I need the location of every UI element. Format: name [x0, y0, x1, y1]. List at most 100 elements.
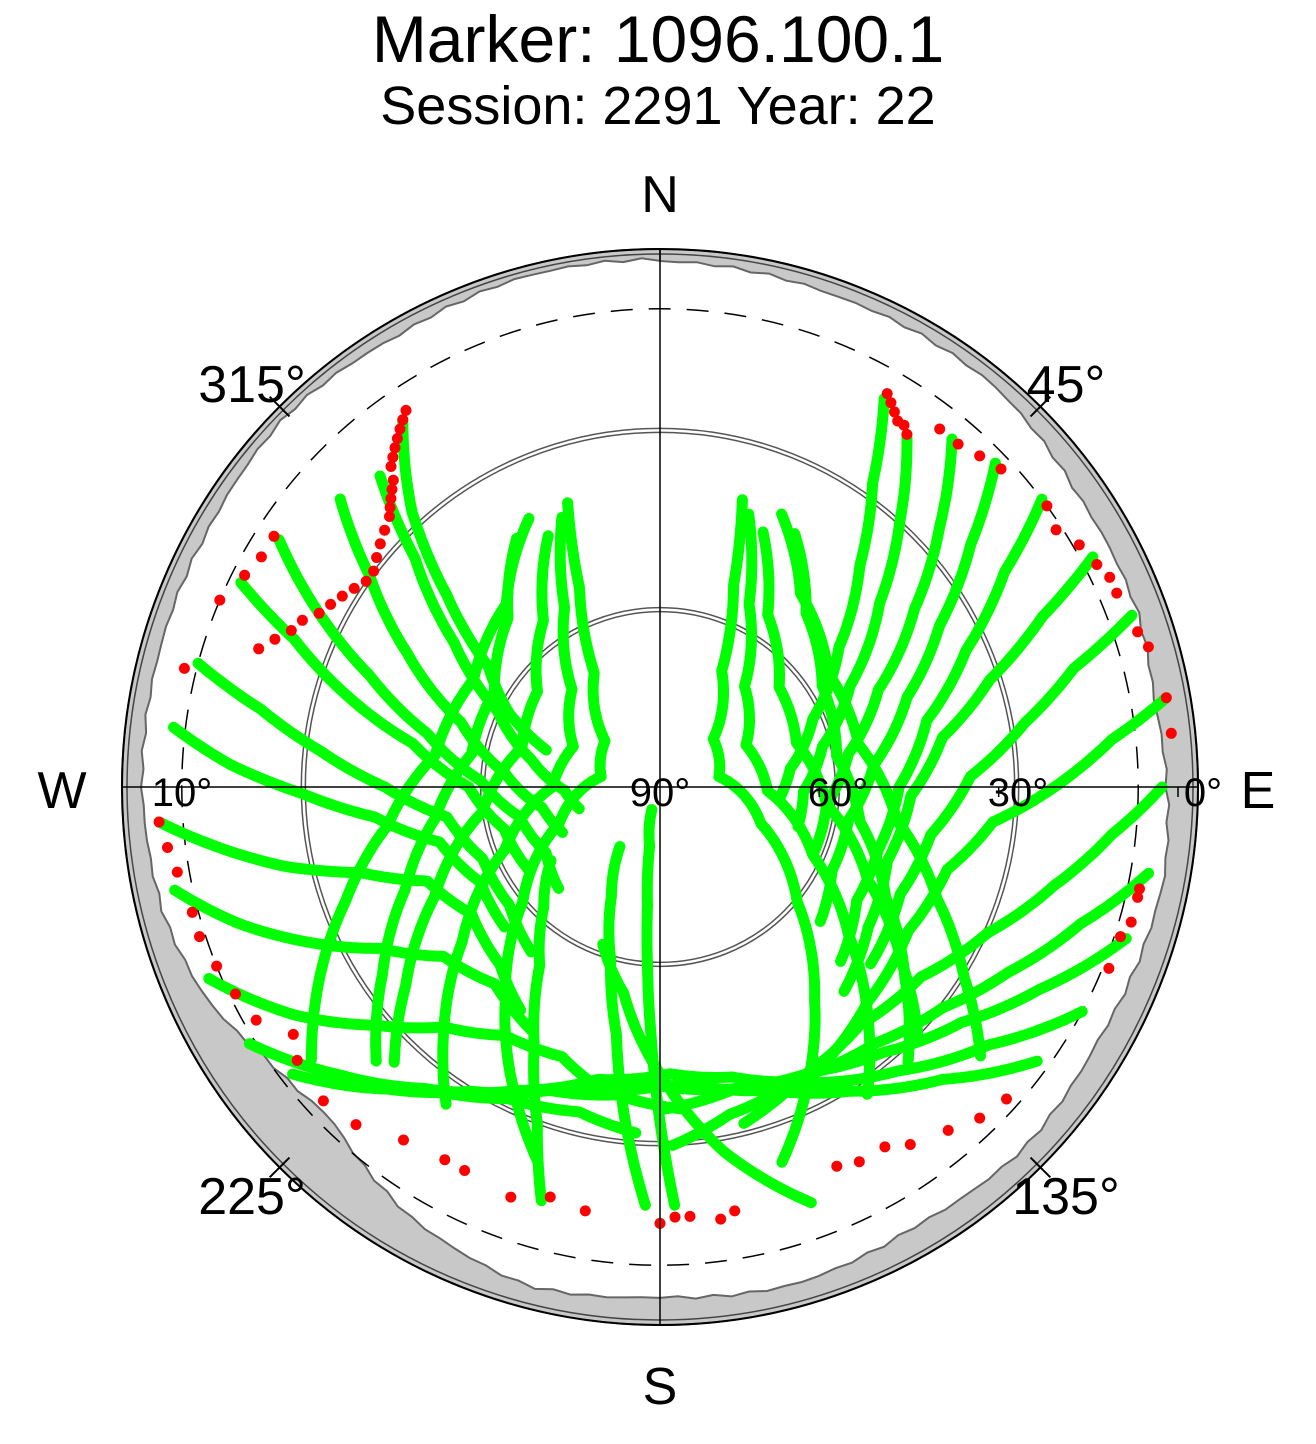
- flagged-point: [669, 1211, 681, 1223]
- azimuth-label-315: 315°: [198, 356, 306, 414]
- flagged-point: [1041, 500, 1053, 512]
- flagged-point: [1142, 641, 1154, 653]
- flagged-point: [1001, 1093, 1012, 1105]
- satellite-track: [528, 855, 557, 1207]
- satellite-track: [776, 508, 986, 1062]
- elevation-label-0: 0°: [1184, 771, 1222, 815]
- flagged-point: [995, 463, 1007, 475]
- satellite-track: [325, 1068, 797, 1099]
- satellite-track: [707, 494, 821, 1168]
- satellite-track: [815, 692, 1172, 1073]
- flagged-point: [211, 960, 223, 972]
- flagged-point: [385, 461, 397, 472]
- satellite-track: [865, 609, 1138, 970]
- azimuth-tick-315: [268, 395, 291, 418]
- flagged-point: [398, 1134, 409, 1146]
- flagged-point: [368, 565, 380, 577]
- satellite-track: [499, 497, 611, 1168]
- flagged-point: [387, 474, 399, 486]
- satellite-track: [169, 884, 537, 1036]
- satellite-track: [192, 657, 537, 958]
- flagged-point: [350, 1119, 362, 1131]
- flagged-point: [715, 1213, 727, 1225]
- flagged-point: [1132, 626, 1144, 638]
- flagged-point: [371, 552, 383, 563]
- flagged-point: [194, 931, 205, 943]
- flagged-point: [459, 1165, 471, 1176]
- flagged-point: [952, 438, 964, 450]
- elevation-label-10: 10°: [152, 771, 213, 815]
- satellite-track: [838, 551, 1099, 997]
- flagged-point: [1160, 692, 1172, 704]
- flagged-point: [1104, 571, 1116, 583]
- flagged-point: [394, 423, 406, 435]
- flagged-point: [901, 428, 913, 440]
- flagged-point: [729, 1205, 741, 1217]
- elevation-label-90: 90°: [630, 771, 691, 815]
- azimuth-label-45: 45°: [1027, 356, 1106, 414]
- flagged-point: [384, 511, 395, 522]
- axes-layer: [122, 249, 1198, 1325]
- flagged-point: [1132, 891, 1144, 903]
- satellite-track: [397, 414, 552, 756]
- flagged-point: [439, 1154, 451, 1166]
- labels-layer: N S W E 45° 135° 225° 315° 0° 30° 60° 90° 10°: [37, 166, 1275, 1416]
- flagged-point: [291, 1054, 303, 1066]
- flagged-point: [360, 575, 372, 587]
- flagged-point: [898, 419, 910, 431]
- satellite-track: [374, 470, 585, 815]
- flagged-point: [385, 493, 397, 504]
- flagged-point: [831, 1160, 843, 1172]
- satellite-track: [739, 508, 876, 1100]
- flagged-point: [881, 388, 893, 400]
- elevation-label-30: 30°: [988, 771, 1049, 815]
- flagged-point: [269, 633, 281, 645]
- flagged-point: [255, 551, 267, 563]
- flagged-point: [253, 643, 265, 655]
- satellite-track: [792, 428, 913, 832]
- flagged-point: [544, 1191, 556, 1203]
- azimuth-tick-45: [1029, 395, 1052, 418]
- flagged-point: [974, 450, 986, 462]
- flagged-point: [904, 1139, 916, 1150]
- flagged-point: [379, 524, 391, 536]
- flagged-point: [505, 1191, 517, 1203]
- flagged-point: [384, 502, 396, 513]
- azimuth-label-225: 225°: [198, 1168, 306, 1226]
- flagged-point: [974, 1112, 986, 1124]
- azimuth-tick-225: [268, 1156, 291, 1179]
- chart-title: Marker: 1096.100.1: [371, 2, 945, 76]
- flagged-point: [348, 582, 360, 594]
- flagged-point: [853, 1156, 865, 1168]
- flagged-point: [1165, 727, 1177, 739]
- flagged-point: [313, 607, 325, 619]
- flagged-point: [214, 594, 226, 606]
- flagged-point: [400, 404, 412, 416]
- cardinal-label-north: N: [641, 166, 679, 224]
- cardinal-label-south: S: [643, 1358, 678, 1416]
- flagged-point: [296, 614, 308, 626]
- flagged-point: [153, 816, 165, 828]
- flagged-point: [325, 598, 337, 610]
- chart-subtitle: Session: 2291 Year: 22: [380, 76, 936, 136]
- satellite-track: [388, 530, 554, 1068]
- flagged-point: [1115, 931, 1126, 943]
- satellite-track: [370, 533, 522, 1067]
- flagged-point: [1103, 962, 1115, 974]
- satellite-track: [603, 841, 651, 1211]
- flagged-point: [178, 662, 190, 674]
- elevation-label-60: 60°: [808, 771, 869, 815]
- flagged-point: [397, 414, 409, 426]
- flagged-point: [1125, 916, 1137, 928]
- flagged-point: [186, 906, 198, 918]
- satellite-track: [153, 816, 527, 1016]
- azimuth-label-135: 135°: [1012, 1168, 1120, 1226]
- flagged-point: [268, 530, 280, 542]
- flagged-point: [386, 483, 398, 495]
- flagged-point: [1050, 524, 1062, 536]
- azimuth-tick-135: [1029, 1156, 1052, 1179]
- flagged-observations-layer: [153, 388, 1177, 1229]
- flagged-point: [374, 538, 386, 550]
- flagged-point: [250, 1014, 262, 1026]
- flagged-point: [1134, 883, 1145, 895]
